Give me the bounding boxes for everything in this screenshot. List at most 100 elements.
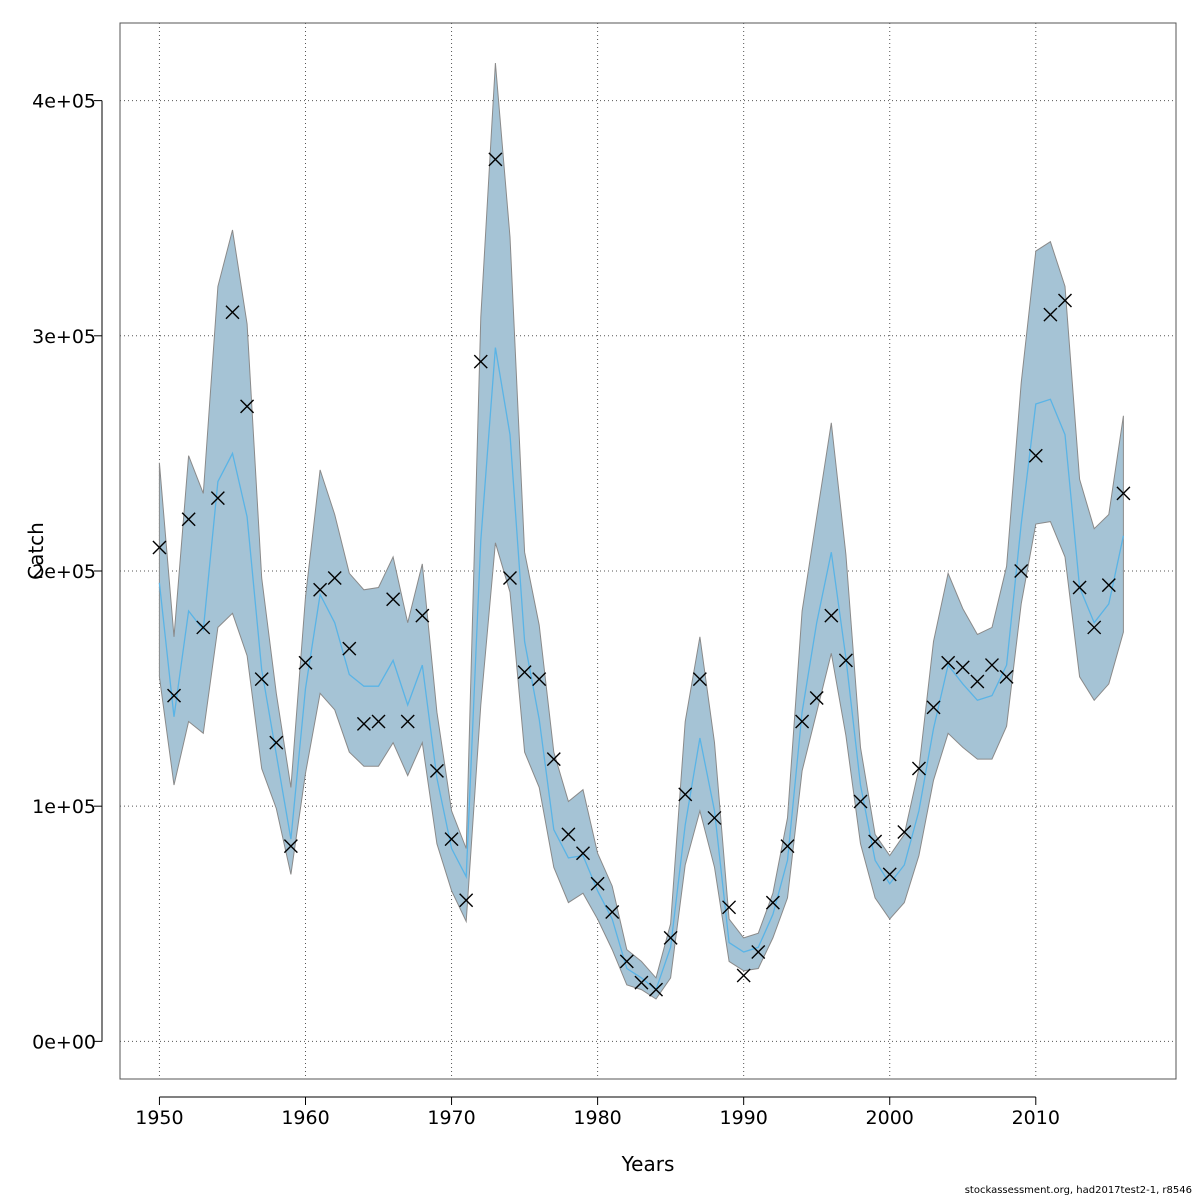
observed-point	[780, 839, 795, 854]
y-axis-title: Catch	[24, 522, 48, 580]
observed-point	[1058, 293, 1072, 308]
observed-point	[692, 672, 707, 687]
marker-stroke	[488, 152, 503, 167]
marker-stroke	[678, 787, 693, 802]
observed-point	[649, 982, 664, 997]
confidence-band	[158, 62, 1124, 1000]
marker-stroke	[283, 839, 298, 854]
observed-point	[152, 540, 167, 555]
observed-point	[269, 735, 284, 750]
marker-stroke	[517, 665, 532, 680]
observed-point	[619, 954, 634, 969]
observed-point	[926, 700, 941, 715]
observed-point	[663, 930, 678, 945]
marker-stroke	[722, 900, 737, 915]
observed-point	[371, 714, 386, 729]
observed-point	[853, 794, 868, 809]
marker-stroke	[459, 893, 474, 908]
marker-stroke	[561, 827, 576, 842]
marker-stroke	[984, 658, 999, 673]
marker-stroke	[152, 540, 167, 555]
marker-stroke	[225, 305, 240, 320]
x-tick-label: 2010	[1012, 1107, 1060, 1129]
marker-stroke	[371, 714, 386, 729]
observed-point	[546, 752, 561, 767]
marker-stroke	[970, 674, 985, 689]
observed-point	[1043, 307, 1058, 322]
observed-point	[517, 665, 532, 680]
plot-frame	[119, 22, 1177, 1080]
marker-stroke	[955, 660, 970, 675]
observed-point	[400, 714, 415, 729]
observed-point	[356, 716, 371, 731]
observed-point	[809, 690, 824, 705]
marker-stroke	[400, 714, 415, 729]
observed-point	[459, 893, 474, 908]
observed-point	[911, 761, 926, 776]
marker-stroke	[532, 672, 547, 687]
marker-stroke	[1072, 580, 1087, 595]
observed-point	[824, 608, 839, 623]
y-tick-label: 2e+05	[32, 561, 96, 583]
x-tick-label: 2000	[866, 1107, 914, 1129]
marker-stroke	[619, 954, 634, 969]
y-tick-label: 1e+05	[32, 796, 96, 818]
marker-stroke	[751, 945, 766, 959]
marker-stroke	[196, 620, 211, 635]
observed-point	[386, 592, 401, 607]
marker-stroke	[897, 825, 912, 840]
observed-point	[444, 832, 459, 847]
marker-stroke	[634, 975, 649, 990]
marker-stroke	[795, 714, 810, 729]
y-tick-label: 4e+05	[32, 91, 96, 113]
observed-point	[736, 968, 751, 983]
grid-lines	[120, 23, 1176, 1079]
marker-stroke	[692, 672, 707, 687]
observed-point	[181, 512, 196, 527]
marker-stroke	[473, 354, 488, 369]
observed-markers	[152, 152, 1131, 997]
axes: 1950 1960 1970 1980 1990 2000 2010 0e+00 1e+05 2e…	[32, 91, 1060, 1129]
estimate-line	[158, 347, 1125, 991]
y-tick-label: 0e+00	[32, 1031, 96, 1053]
marker-stroke	[342, 641, 357, 656]
marker-stroke	[838, 653, 853, 668]
marker-stroke	[429, 763, 444, 778]
x-tick-label: 1960	[281, 1107, 329, 1129]
marker-stroke	[853, 794, 868, 809]
marker-stroke	[663, 930, 678, 945]
x-tick-label: 1990	[719, 1107, 767, 1129]
marker-stroke	[765, 895, 780, 910]
x-tick-label: 1970	[427, 1107, 475, 1129]
observed-point	[1101, 578, 1116, 593]
marker-stroke	[824, 608, 839, 623]
marker-stroke	[576, 846, 590, 861]
marker-stroke	[882, 867, 897, 882]
marker-stroke	[210, 491, 225, 506]
observed-point	[882, 867, 897, 882]
marker-stroke	[707, 810, 722, 825]
marker-stroke	[605, 905, 620, 920]
marker-stroke	[809, 690, 824, 705]
marker-stroke	[868, 834, 883, 849]
observed-point	[488, 152, 503, 167]
observed-point	[1028, 448, 1043, 463]
observed-point	[473, 354, 488, 369]
observed-point	[1116, 486, 1131, 501]
observed-point	[283, 839, 298, 854]
marker-stroke	[926, 700, 941, 715]
marker-stroke	[1087, 620, 1102, 635]
observed-point	[196, 620, 211, 635]
observed-point	[415, 608, 430, 623]
observed-point	[634, 975, 649, 990]
source-footer: stockassessment.org, had2017test2-1, r85…	[964, 1185, 1192, 1196]
marker-stroke	[1043, 307, 1058, 322]
x-tick-label: 1950	[135, 1107, 183, 1129]
marker-stroke	[1028, 448, 1043, 463]
observed-point	[502, 571, 517, 586]
observed-point	[167, 688, 182, 703]
marker-stroke	[911, 761, 926, 776]
observed-point	[1072, 580, 1087, 595]
marker-stroke	[444, 832, 459, 847]
marker-stroke	[167, 688, 182, 703]
